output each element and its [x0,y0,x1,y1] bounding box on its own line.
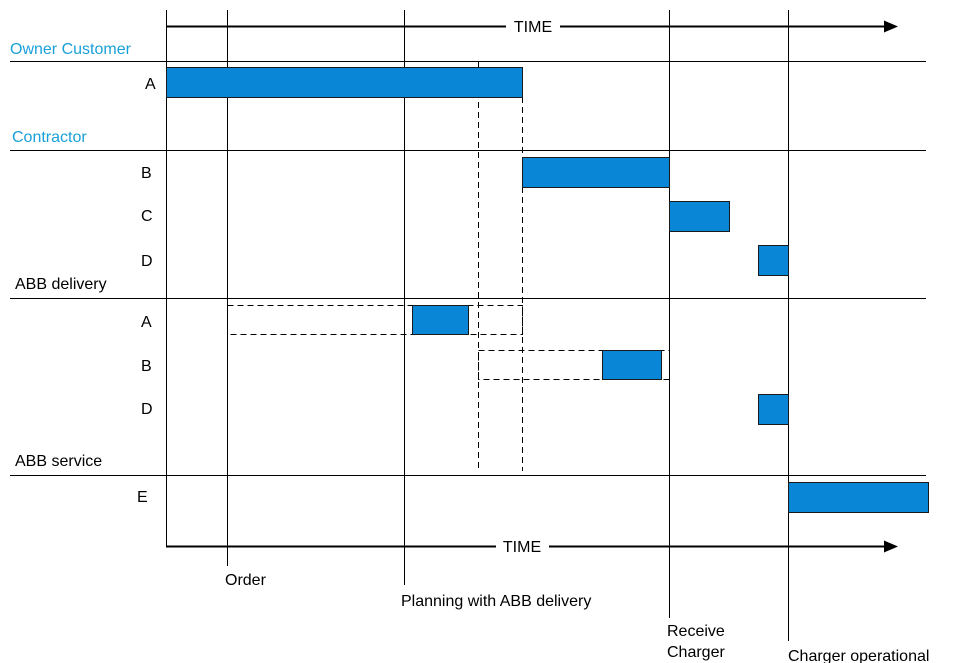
milestone-label-charger: Charger [667,644,725,661]
milestone-label-planning: Planning with ABB delivery [401,593,591,610]
top-time-axis: TIME [167,19,898,36]
dashed-box-delivery-a [227,305,523,335]
bar-service-e [788,482,929,513]
bar-owner-a [166,67,523,98]
milestone-label-order: Order [225,572,267,589]
bottom-time-label: TIME [503,539,541,556]
top-time-label: TIME [514,19,552,36]
bar-delivery-d [758,394,789,425]
milestone-label-charger-operational: Charger operational [788,648,929,663]
bar-contractor-b [522,157,670,188]
dashed-guides [227,62,670,471]
bar-delivery-a [412,305,469,335]
section-separators [10,61,926,476]
bar-contractor-d [758,245,789,276]
dashed-box-delivery-b [478,350,670,380]
timeline-bars [166,67,929,513]
section-title-abb-delivery: ABB delivery [15,276,107,293]
section-titles: Owner Customer Contractor ABB delivery A… [10,41,132,470]
row-label-service-e: E [137,489,148,506]
row-label-contractor-b: B [141,165,152,182]
row-label-contractor-c: C [141,208,153,225]
section-title-contractor: Contractor [12,129,87,146]
row-labels: A B C D A B D E [137,76,156,506]
row-label-owner-a: A [145,76,156,93]
milestone-lines [166,10,789,641]
row-label-delivery-b: B [141,358,152,375]
row-label-delivery-a: A [141,314,152,331]
section-title-owner-customer: Owner Customer [10,41,132,58]
top-time-arrowhead [884,20,898,33]
bottom-time-axis: TIME [166,539,898,556]
bar-delivery-b [602,350,662,380]
bottom-time-arrowhead [884,540,898,553]
bar-contractor-c [669,201,730,232]
section-title-abb-service: ABB service [15,453,102,470]
milestone-labels: Order Planning with ABB delivery Receive… [225,572,929,663]
row-label-delivery-d: D [141,401,153,418]
milestone-label-receive: Receive [667,623,725,640]
row-label-contractor-d: D [141,253,153,270]
